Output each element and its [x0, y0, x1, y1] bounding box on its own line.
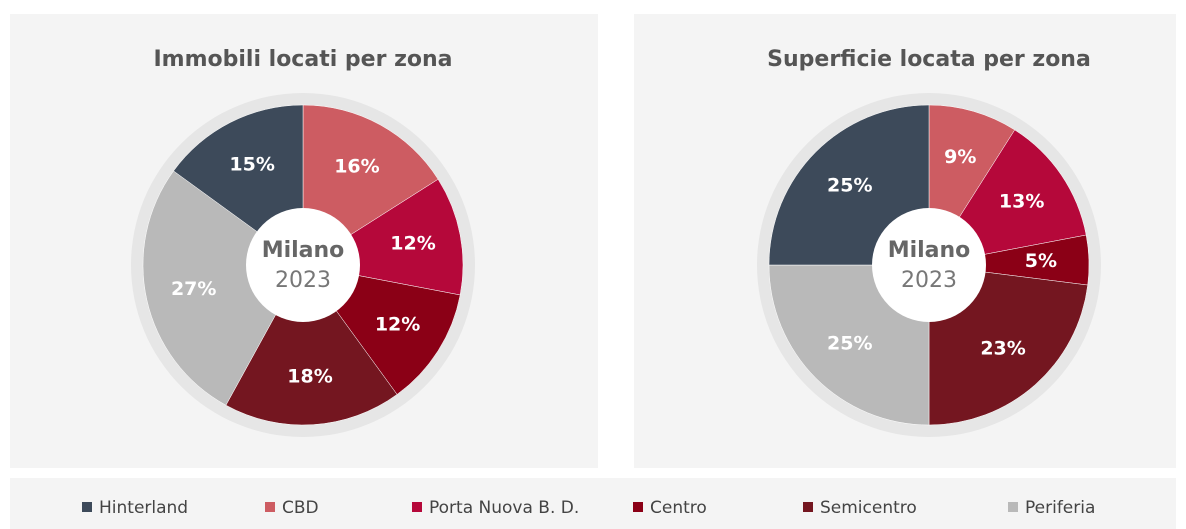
center-label: Milano: [262, 238, 345, 263]
donut-hole: [872, 208, 986, 322]
value-label: 9%: [944, 146, 976, 168]
legend-swatch: [265, 502, 275, 512]
legend-swatch: [633, 502, 643, 512]
value-label: 18%: [287, 365, 332, 387]
pie-slice: [225, 264, 398, 426]
chart-title: Superficie locata per zona: [767, 47, 1091, 72]
value-label: 25%: [827, 174, 872, 196]
value-label: 15%: [229, 154, 274, 176]
value-label: 5%: [1025, 250, 1057, 272]
legend-label: Porta Nuova B. D.: [429, 498, 579, 518]
center-sublabel: 2023: [901, 268, 957, 293]
value-label: 25%: [827, 333, 872, 355]
center-sublabel: 2023: [275, 268, 331, 293]
center-label: Milano: [888, 238, 971, 263]
legend-label: Centro: [650, 498, 707, 518]
value-label: 23%: [980, 338, 1025, 360]
value-label: 27%: [171, 278, 216, 300]
pie-slice: [142, 170, 304, 406]
value-label: 12%: [375, 314, 420, 336]
legend-bar: [10, 478, 1176, 529]
legend-swatch: [412, 502, 422, 512]
legend-swatch: [82, 502, 92, 512]
chart-title: Immobili locati per zona: [153, 47, 452, 72]
donut-hole: [246, 208, 360, 322]
legend-label: Hinterland: [99, 498, 188, 518]
legend-label: Semicentro: [820, 498, 917, 518]
legend-swatch: [803, 502, 813, 512]
value-label: 13%: [999, 191, 1044, 213]
value-label: 16%: [334, 155, 379, 177]
legend-label: Periferia: [1025, 498, 1095, 518]
legend-swatch: [1008, 502, 1018, 512]
legend-label: CBD: [282, 498, 319, 518]
value-label: 12%: [390, 233, 435, 255]
